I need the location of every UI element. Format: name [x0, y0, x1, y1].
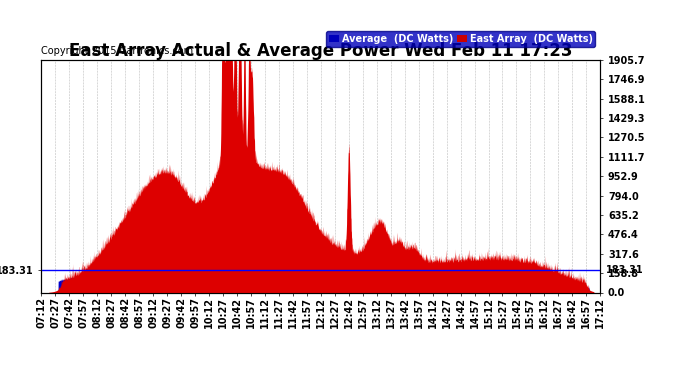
- Title: East Array Actual & Average Power Wed Feb 11 17:23: East Array Actual & Average Power Wed Fe…: [69, 42, 573, 60]
- Legend: Average  (DC Watts), East Array  (DC Watts): Average (DC Watts), East Array (DC Watts…: [326, 31, 595, 47]
- Text: 183.31: 183.31: [606, 265, 644, 275]
- Text: Copyright 2015 Cartronics.com: Copyright 2015 Cartronics.com: [41, 46, 193, 56]
